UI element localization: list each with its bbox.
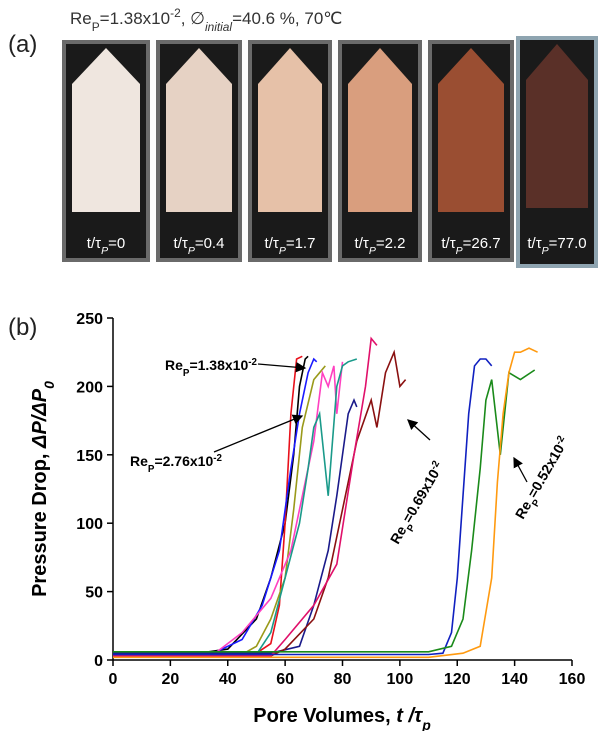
annotation-part: Re (130, 453, 148, 469)
y-tick-label: 0 (94, 653, 103, 670)
caption-part: P (92, 20, 100, 34)
x-tick-label: 140 (501, 671, 528, 688)
annotation-arrow (407, 419, 431, 441)
x-axis-label-part: p (421, 717, 431, 731)
x-axis-label-part: Pore Volumes, (253, 705, 396, 727)
frame-label-part: t/τ (355, 235, 369, 252)
annotation-arrow (213, 414, 304, 453)
series-line (113, 398, 358, 654)
series-line (113, 336, 378, 657)
annotation-part: =0.52x10 (524, 441, 567, 500)
annotation-part: P (530, 497, 543, 509)
y-tick-label: 150 (76, 448, 103, 465)
annotation: ReP=0.69x10-2 (386, 458, 451, 549)
frame-label: t/τP=0.4 (174, 235, 225, 257)
annotation-part: Re (387, 523, 410, 547)
frame-label-part: =2.2 (376, 235, 406, 252)
frame-label-part: =0 (108, 235, 125, 252)
caption-part: Re (70, 9, 92, 28)
annotation-arrow (513, 456, 528, 483)
frame-label-part: =26.7 (463, 235, 501, 252)
y-axis-label-part: 0 (41, 381, 57, 389)
annotation-part: =0.69x10 (399, 466, 442, 525)
x-tick-label: 20 (161, 671, 179, 688)
frame-label: t/τP=1.7 (265, 235, 316, 257)
series-line (113, 358, 493, 656)
y-tick-label: 200 (76, 379, 103, 396)
panel-label: (b) (8, 314, 37, 341)
x-axis-label-part: t /τ (396, 705, 424, 727)
frame-label-part: P (188, 245, 195, 257)
series-line (113, 347, 538, 659)
sample (438, 48, 504, 212)
frame-label: t/τP=26.7 (441, 235, 500, 257)
annotation-part: =2.76x10 (154, 453, 213, 469)
frame-label-part: t/τ (441, 235, 455, 252)
annotation-part: Re (512, 498, 535, 522)
annotation-part: -2 (248, 357, 257, 368)
y-axis-label: Pressure Drop, ΔP/ΔP0 (29, 381, 57, 597)
y-axis-label-part: ΔP/ΔP (29, 388, 51, 449)
annotation-part: -2 (213, 453, 222, 464)
frame-label-part: P (279, 245, 286, 257)
frame-label-part: P (456, 245, 463, 257)
frame-label-part: P (101, 245, 108, 257)
annotation: ReP=2.76x10-2 (130, 453, 223, 475)
frame-label-part: t/τ (174, 235, 188, 252)
annotation-part: P (148, 464, 155, 475)
x-axis-label: Pore Volumes, t /τp (253, 705, 431, 731)
sample (258, 48, 322, 212)
series-line (113, 357, 318, 654)
y-tick-label: 100 (76, 516, 103, 533)
x-tick-label: 40 (219, 671, 237, 688)
sample (72, 48, 140, 212)
annotation-part: =1.38x10 (189, 357, 248, 373)
frame-label-part: P (369, 245, 376, 257)
frame-label: t/τP=2.2 (355, 235, 406, 257)
caption: ReP=1.38x10-2, ∅initial=40.6 %, 70℃ (70, 6, 342, 34)
sample (526, 44, 588, 208)
frame-label-part: =0.4 (195, 235, 225, 252)
frame-label: t/τP=77.0 (527, 235, 586, 257)
frame-label-part: t/τ (87, 235, 101, 252)
frame-label-part: =77.0 (549, 235, 587, 252)
x-tick-label: 160 (559, 671, 586, 688)
x-tick-label: 120 (444, 671, 471, 688)
y-axis-label-part: Pressure Drop, (29, 448, 51, 597)
caption-part: =40.6 %, 70℃ (232, 9, 342, 28)
series-line (113, 358, 358, 656)
frame-label-part: t/τ (527, 235, 541, 252)
annotation-part: P (183, 368, 190, 379)
annotation-arrow (257, 362, 307, 373)
annotation: ReP=1.38x10-2 (165, 357, 258, 379)
x-tick-label: 0 (109, 671, 118, 688)
caption-part: initial (205, 20, 232, 34)
sample (348, 48, 412, 212)
frame-label-part: =1.7 (286, 235, 316, 252)
series-line (113, 365, 326, 656)
annotation: ReP=0.52x10-2 (511, 433, 576, 524)
x-tick-label: 80 (334, 671, 352, 688)
caption-part: , ∅ (181, 9, 205, 28)
frame-label: t/τP=0 (87, 235, 125, 257)
caption-part: -2 (170, 6, 181, 20)
annotation-part: Re (165, 357, 183, 373)
caption-part: =1.38x10 (100, 9, 170, 28)
y-tick-label: 250 (76, 311, 103, 328)
frame-label-part: P (542, 245, 549, 257)
x-tick-label: 100 (387, 671, 414, 688)
frame-label-part: t/τ (265, 235, 279, 252)
y-tick-label: 50 (85, 585, 103, 602)
annotation-part: P (405, 522, 418, 534)
sample (166, 48, 232, 212)
panel-label: (a) (8, 31, 37, 58)
series-line (113, 369, 536, 653)
x-tick-label: 60 (276, 671, 294, 688)
